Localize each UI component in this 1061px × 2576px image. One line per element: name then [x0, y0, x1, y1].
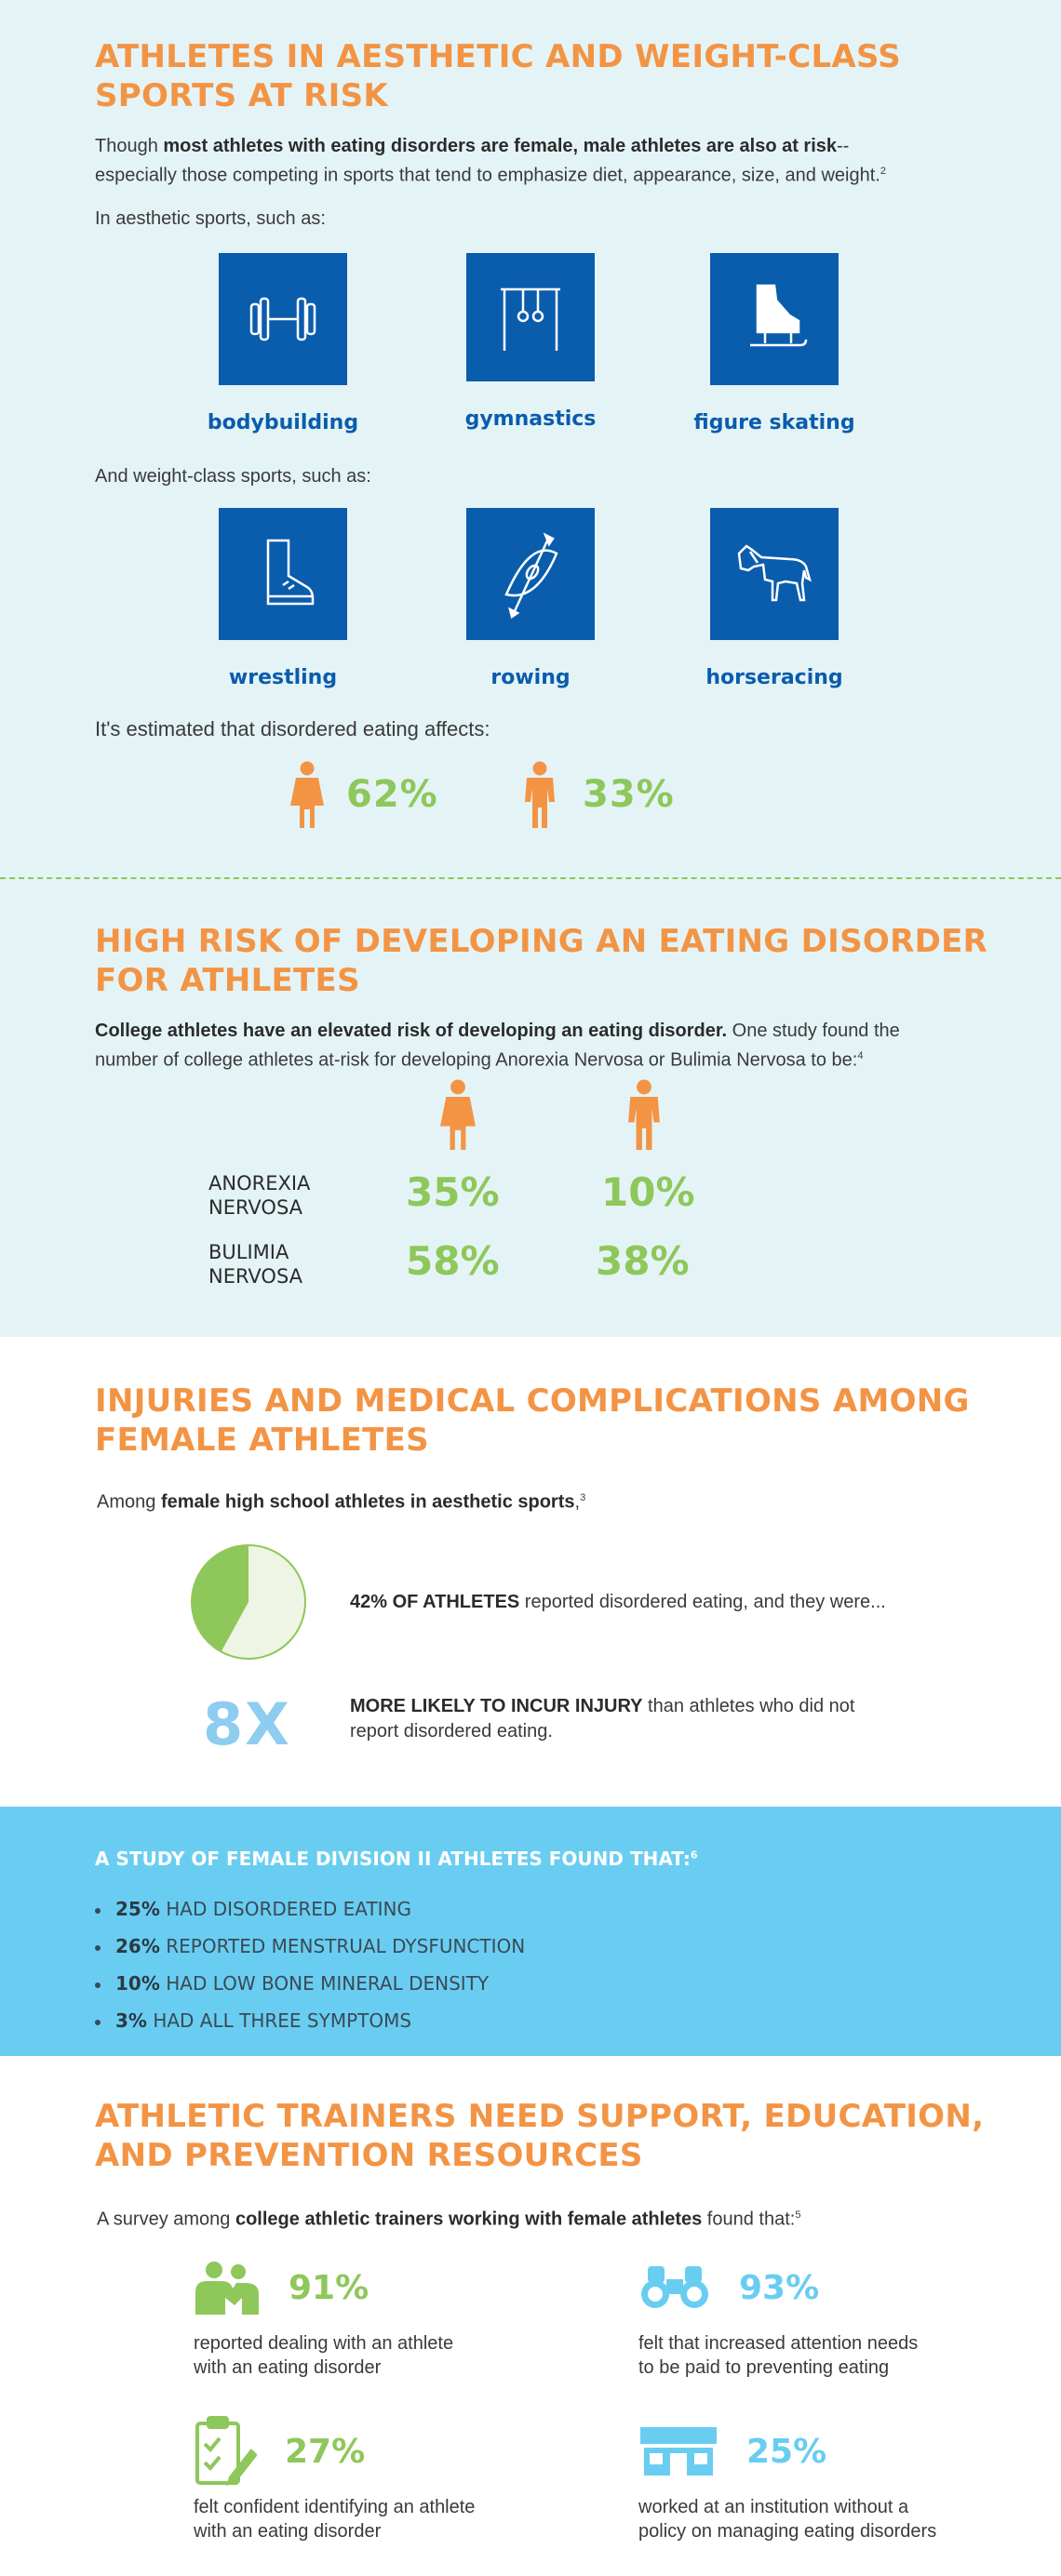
section-title: INJURIES AND MEDICAL COMPLICATIONS AMONG… [95, 1382, 970, 1459]
list-item: 25% HAD DISORDERED EATING [95, 1890, 1061, 1928]
survey-percent: 25% [746, 2432, 827, 2471]
sport-label: horseracing [705, 666, 843, 689]
row-label-bulimia: BULIMIA NERVOSA [208, 1241, 303, 1288]
rings-icon [501, 287, 560, 351]
stat-injury: MORE LIKELY TO INCUR INJURY than athlete… [350, 1696, 855, 1742]
division-ii-study-section: A STUDY OF FEMALE DIVISION II ATHLETES F… [0, 1807, 1061, 2056]
survey-description: reported dealing with an athlete with an … [194, 2333, 454, 2378]
study-findings-list: 25% HAD DISORDERED EATING 26% REPORTED M… [95, 1890, 1061, 2039]
kayak-icon [504, 532, 558, 619]
list-item: 26% REPORTED MENSTRUAL DYSFUNCTION [95, 1928, 1061, 1965]
sport-wrestling: wrestling [171, 508, 395, 689]
study-title: A STUDY OF FEMALE DIVISION II ATHLETES F… [95, 1848, 698, 1870]
high-risk-section: HIGH RISK OF DEVELOPING AN EATING DISORD… [0, 879, 1061, 1337]
horse-icon [737, 544, 812, 602]
survey-percent: 91% [289, 2268, 369, 2307]
male-icon [628, 1079, 660, 1150]
sport-horseracing: horseracing [663, 508, 886, 689]
aesthetic-sports-section: ATHLETES IN AESTHETIC AND WEIGHT-CLASS S… [0, 0, 1061, 879]
female-icon [440, 1079, 476, 1150]
survey-description: felt that increased attention needs to be… [638, 2333, 919, 2378]
sport-label: bodybuilding [207, 411, 359, 434]
male-icon [525, 761, 555, 828]
anorexia-female: 35% [406, 1169, 500, 1215]
intro-paragraph: A survey among college athletic trainers… [97, 2209, 801, 2230]
male-percent: 33% [583, 773, 675, 816]
pie-slice-disordered [192, 1545, 248, 1652]
list-item: 10% HAD LOW BONE MINERAL DENSITY [95, 1965, 1061, 2002]
section-title: HIGH RISK OF DEVELOPING AN EATING DISORD… [95, 923, 988, 999]
bulimia-female: 58% [406, 1238, 500, 1284]
list-item: 3% HAD ALL THREE SYMPTOMS [95, 2002, 1061, 2039]
male-column-icon [624, 1079, 665, 1155]
stat-disordered-eating: 42% OF ATHLETES reported disordered eati… [350, 1592, 886, 1612]
skate-icon [750, 284, 808, 347]
survey-description: worked at an institution without a policy… [638, 2497, 937, 2542]
sport-label: rowing [490, 666, 571, 689]
survey-item-prevention: 93% felt that increased attention needs t… [638, 2255, 992, 2380]
survey-percent: 27% [285, 2432, 366, 2471]
female-icon [290, 761, 324, 828]
anorexia-male: 10% [601, 1169, 695, 1215]
sport-bodybuilding: bodybuilding [171, 253, 395, 434]
sport-label: wrestling [228, 666, 338, 689]
bulimia-male: 38% [596, 1238, 690, 1284]
wrestling-shoe-icon [266, 539, 315, 606]
injuries-section: INJURIES AND MEDICAL COMPLICATIONS AMONG… [0, 1337, 1061, 1807]
estimate-label: It's estimated that disordered eating af… [95, 717, 490, 741]
clipboard-icon [195, 2416, 257, 2487]
pie-chart [191, 1544, 306, 1660]
survey-percent: 93% [739, 2268, 820, 2307]
row-label-anorexia: ANOREXIA NERVOSA [208, 1172, 311, 1219]
building-icon [640, 2427, 717, 2476]
intro-paragraph: Though most athletes with eating disorde… [95, 136, 886, 186]
male-stat: 33% [521, 761, 675, 828]
survey-item-policy: 25% worked at an institution without a po… [638, 2419, 992, 2543]
sport-figure-skating: figure skating [663, 253, 886, 434]
weight-class-label: And weight-class sports, such as: [95, 466, 371, 487]
intro-paragraph: Among female high school athletes in aes… [97, 1491, 586, 1513]
dumbbell-icon [249, 297, 316, 341]
people-icon [195, 2262, 259, 2315]
binoculars-icon [641, 2266, 708, 2308]
section-title: ATHLETES IN AESTHETIC AND WEIGHT-CLASS S… [95, 38, 902, 114]
sport-rowing: rowing [419, 508, 642, 689]
female-percent: 62% [346, 773, 438, 816]
female-column-icon [437, 1079, 478, 1155]
dashed-divider [0, 877, 1061, 879]
section-title: ATHLETIC TRAINERS NEED SUPPORT, EDUCATIO… [95, 2098, 985, 2174]
injury-multiplier: 8X [203, 1690, 291, 1758]
sport-gymnastics: gymnastics [419, 253, 642, 431]
survey-item-dealing: 91% reported dealing with an athlete with… [194, 2255, 547, 2380]
sport-label: figure skating [693, 411, 855, 434]
sport-label: gymnastics [464, 407, 597, 431]
aesthetic-label: In aesthetic sports, such as: [95, 207, 326, 229]
athletic-trainers-section: ATHLETIC TRAINERS NEED SUPPORT, EDUCATIO… [0, 2056, 1061, 2576]
intro-paragraph: College athletes have an elevated risk o… [95, 1021, 900, 1071]
survey-description: felt confident identifying an athlete wit… [194, 2497, 476, 2542]
survey-item-confident: 27% felt confident identifying an athlet… [194, 2416, 547, 2543]
female-stat: 62% [289, 761, 438, 828]
